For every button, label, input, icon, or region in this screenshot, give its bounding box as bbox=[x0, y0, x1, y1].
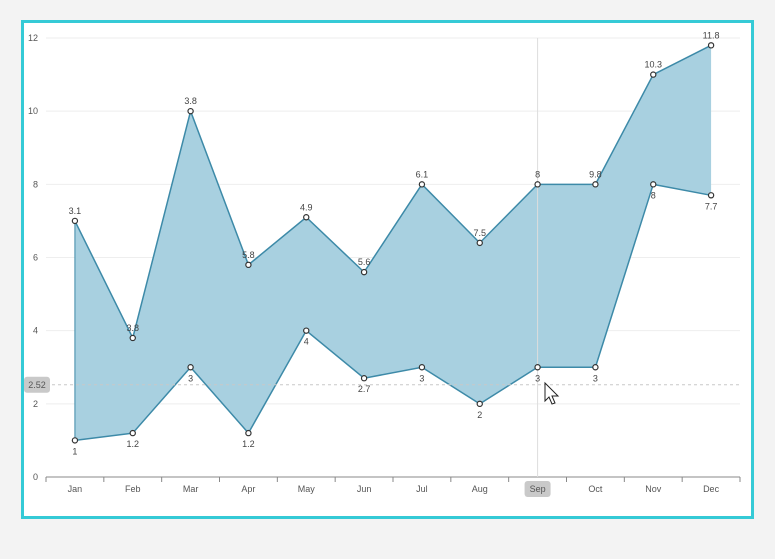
lower-data-label: 1.2 bbox=[126, 439, 139, 449]
upper-data-label: 9.8 bbox=[589, 169, 602, 179]
upper-data-label: 3.1 bbox=[69, 206, 82, 216]
lower-data-point[interactable] bbox=[303, 327, 310, 334]
x-tick-label: Oct bbox=[588, 484, 603, 494]
crosshair-x-value-badge bbox=[524, 481, 551, 497]
lower-data-point[interactable] bbox=[245, 429, 252, 437]
lower-data-label: 3 bbox=[593, 373, 598, 383]
lower-data-point[interactable] bbox=[650, 181, 657, 188]
x-tick-label: Aug bbox=[472, 484, 488, 494]
x-tick-label: Sep bbox=[530, 484, 546, 494]
upper-data-point[interactable] bbox=[245, 261, 252, 269]
lower-data-label: 7.7 bbox=[705, 201, 718, 211]
upper-data-label: 8 bbox=[535, 169, 540, 179]
upper-data-label: 10.3 bbox=[644, 60, 662, 70]
upper-data-point[interactable] bbox=[360, 268, 368, 276]
lower-data-label: 1 bbox=[72, 446, 77, 456]
lower-data-point[interactable] bbox=[129, 429, 136, 437]
lower-data-label: 3 bbox=[419, 373, 424, 383]
crosshair-y-value-badge bbox=[24, 376, 50, 393]
x-tick-label: May bbox=[298, 484, 316, 494]
lower-data-point[interactable] bbox=[418, 364, 426, 371]
y-tick-label: 4 bbox=[33, 326, 38, 336]
lower-data-point[interactable] bbox=[592, 364, 599, 371]
upper-data-label: 5.8 bbox=[242, 250, 255, 260]
x-tick-label: Jun bbox=[357, 484, 372, 494]
lower-data-point[interactable] bbox=[360, 375, 368, 382]
x-tick-label: Jul bbox=[416, 484, 428, 494]
upper-data-point[interactable] bbox=[303, 214, 310, 221]
upper-data-label: 6.1 bbox=[416, 169, 429, 179]
upper-data-point[interactable] bbox=[650, 71, 657, 78]
lower-data-label: 4 bbox=[304, 337, 309, 347]
lower-data-point[interactable] bbox=[707, 192, 715, 199]
x-tick-label: Nov bbox=[645, 484, 662, 494]
y-tick-label: 2 bbox=[33, 399, 38, 409]
upper-data-point[interactable] bbox=[534, 181, 541, 188]
lower-data-label: 8 bbox=[651, 190, 656, 200]
x-tick-label: Jan bbox=[68, 484, 83, 494]
x-tick-label: Feb bbox=[125, 484, 141, 494]
range-area-fill bbox=[74, 45, 712, 441]
upper-data-label: 7.5 bbox=[473, 228, 486, 238]
crosshair-y-value-label: 2.52 bbox=[28, 380, 46, 390]
lower-data-label: 1.2 bbox=[242, 439, 255, 449]
lower-data-label: 3 bbox=[535, 373, 540, 383]
upper-data-label: 11.8 bbox=[703, 30, 720, 40]
upper-data-point[interactable] bbox=[707, 42, 715, 49]
mouse-cursor-icon bbox=[544, 381, 560, 405]
x-tick-label: Apr bbox=[241, 484, 255, 494]
lower-data-label: 2.7 bbox=[358, 384, 371, 394]
upper-data-point[interactable] bbox=[187, 107, 194, 115]
y-tick-label: 12 bbox=[28, 33, 38, 43]
lower-data-point[interactable] bbox=[534, 364, 541, 371]
upper-data-point[interactable] bbox=[418, 181, 426, 188]
upper-data-point[interactable] bbox=[71, 217, 79, 225]
lower-data-point[interactable] bbox=[476, 400, 483, 408]
upper-data-point[interactable] bbox=[476, 239, 483, 247]
lower-data-label: 2 bbox=[477, 410, 482, 420]
y-tick-label: 8 bbox=[33, 179, 38, 189]
lower-data-point[interactable] bbox=[187, 364, 194, 371]
y-tick-label: 0 bbox=[33, 472, 38, 482]
lower-series-line bbox=[74, 183, 712, 442]
y-tick-label: 10 bbox=[28, 106, 38, 116]
upper-data-label: 3.8 bbox=[184, 96, 197, 106]
upper-data-label: 4.9 bbox=[300, 202, 313, 212]
lower-data-label: 3 bbox=[188, 373, 193, 383]
upper-data-point[interactable] bbox=[592, 181, 599, 188]
upper-data-label: 3.8 bbox=[126, 323, 139, 333]
x-tick-label: Mar bbox=[183, 484, 199, 494]
upper-series-line bbox=[74, 44, 712, 341]
upper-data-label: 5.6 bbox=[358, 257, 371, 267]
y-tick-label: 6 bbox=[33, 253, 38, 263]
lower-data-point[interactable] bbox=[71, 437, 79, 444]
upper-data-point[interactable] bbox=[129, 334, 136, 342]
x-tick-label: Dec bbox=[703, 484, 720, 494]
